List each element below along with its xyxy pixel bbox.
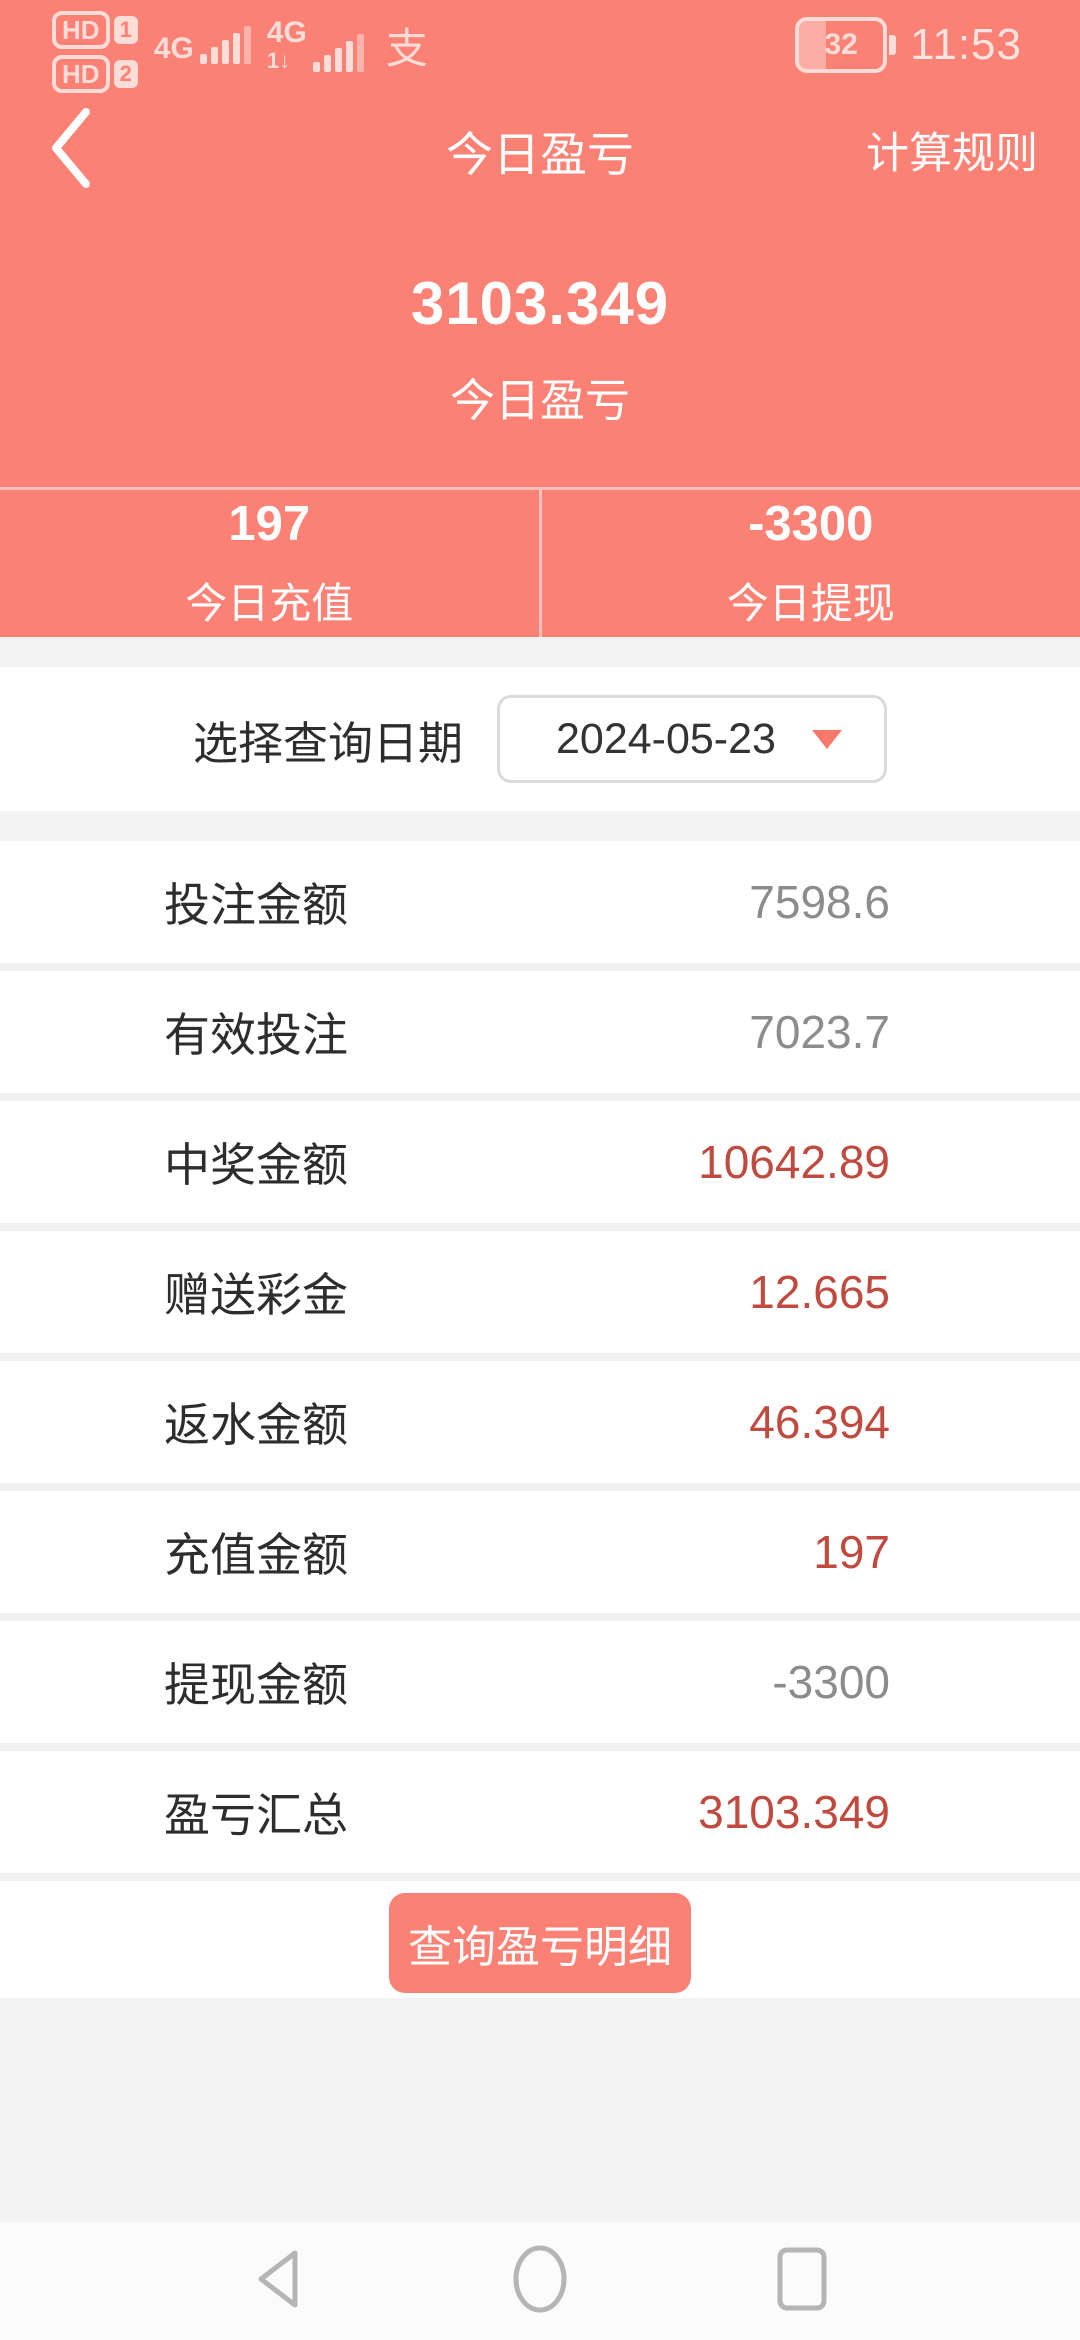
battery-fill	[799, 21, 827, 69]
nav-recents-button[interactable]	[762, 2236, 842, 2326]
app-header: 今日盈亏 计算规则	[0, 90, 1080, 210]
sim2-number: 2	[113, 60, 138, 88]
row-label: 盈亏汇总	[164, 1789, 348, 1841]
status-bar: HD 1 HD 2 4G 4G	[0, 0, 1080, 93]
hd2-icon: HD 2	[52, 55, 138, 93]
summary-row: 投注金额 7598.6	[0, 841, 1080, 963]
row-value: 7023.7	[749, 1006, 890, 1058]
today-withdraw-label: 今日提现	[726, 580, 895, 627]
calc-rules-link[interactable]: 计算规则	[866, 130, 1038, 178]
nav-home-button[interactable]	[500, 2236, 580, 2326]
row-label: 中奖金额	[164, 1139, 348, 1191]
hd1-badge: HD	[52, 11, 110, 49]
row-label: 提现金额	[164, 1659, 348, 1711]
row-value: 10642.89	[698, 1136, 890, 1188]
clock-text: 11:53	[910, 20, 1022, 69]
button-area: 查询盈亏明细	[0, 1881, 1080, 1998]
recents-square-icon	[774, 2244, 830, 2319]
page-title: 今日盈亏	[446, 127, 634, 181]
today-profit-label: 今日盈亏	[449, 374, 630, 426]
signal1-icon: 4G	[154, 26, 251, 64]
row-label: 返水金额	[164, 1399, 348, 1451]
row-value: 197	[813, 1526, 890, 1578]
status-right: 32 11:53	[795, 17, 1022, 73]
today-deposit-cell: 197 今日充值	[0, 490, 539, 637]
net2-type: 4G	[266, 16, 307, 49]
android-nav-bar	[0, 2222, 1080, 2340]
summary-row: 提现金额 -3300	[0, 1621, 1080, 1743]
row-value: 7598.6	[749, 876, 890, 928]
battery-icon: 32	[795, 17, 897, 73]
date-picker-label: 选择查询日期	[192, 717, 463, 769]
signal2-icon: 4G 1↓	[267, 18, 364, 72]
row-value: -3300	[772, 1656, 890, 1708]
back-chevron-icon	[46, 104, 94, 197]
summary-list: 投注金额 7598.6 有效投注 7023.7 中奖金额 10642.89 赠送…	[0, 841, 1080, 1881]
date-dropdown-value: 2024-05-23	[556, 714, 776, 763]
nav-back-button[interactable]	[238, 2236, 318, 2326]
today-deposit-label: 今日充值	[185, 580, 354, 627]
net2-sub: 1↓	[266, 48, 291, 73]
row-value: 46.394	[749, 1396, 890, 1448]
row-label: 有效投注	[164, 1009, 348, 1061]
today-withdraw-value: -3300	[748, 497, 874, 551]
today-profit-amount: 3103.349	[410, 269, 670, 337]
back-triangle-icon	[250, 2244, 306, 2319]
section-gap	[0, 637, 1080, 667]
row-label: 赠送彩金	[164, 1269, 348, 1321]
status-left-icons: HD 1 HD 2 4G 4G	[52, 0, 428, 93]
alipay-icon: 支	[385, 24, 428, 72]
hero-summary: 3103.349 今日盈亏	[0, 210, 1080, 487]
summary-row: 赠送彩金 12.665	[0, 1231, 1080, 1353]
date-dropdown[interactable]: 2024-05-23	[497, 695, 887, 783]
summary-row: 充值金额 197	[0, 1491, 1080, 1613]
today-deposit-value: 197	[228, 497, 311, 551]
summary-row: 中奖金额 10642.89	[0, 1101, 1080, 1223]
row-label: 投注金额	[164, 879, 348, 931]
today-withdraw-cell: -3300 今日提现	[538, 490, 1080, 637]
signal1-bars-icon	[199, 26, 251, 64]
signal2-bars-icon	[312, 34, 364, 72]
back-button[interactable]	[36, 90, 104, 210]
sim1-number: 1	[113, 16, 138, 44]
row-label: 充值金额	[164, 1529, 348, 1581]
hd2-badge: HD	[52, 55, 110, 93]
date-picker-row: 选择查询日期 2024-05-23	[0, 667, 1080, 811]
net1-type: 4G	[153, 32, 194, 65]
row-value: 12.665	[749, 1266, 890, 1318]
deposit-withdraw-band: 197 今日充值 -3300 今日提现	[0, 487, 1080, 637]
row-value: 3103.349	[698, 1786, 890, 1838]
hd-volte-icons: HD 1 HD 2	[52, 11, 138, 93]
summary-row: 有效投注 7023.7	[0, 971, 1080, 1093]
query-profit-detail-button[interactable]: 查询盈亏明细	[389, 1893, 691, 1993]
bottom-filler	[0, 1998, 1080, 2222]
summary-row: 盈亏汇总 3103.349	[0, 1751, 1080, 1873]
section-gap	[0, 811, 1080, 841]
home-circle-icon	[510, 2242, 570, 2321]
summary-row: 返水金额 46.394	[0, 1361, 1080, 1483]
hd1-icon: HD 1	[52, 11, 138, 49]
top-block: HD 1 HD 2 4G 4G	[0, 0, 1080, 637]
battery-percent: 32	[824, 28, 858, 61]
caret-down-icon	[812, 729, 842, 749]
